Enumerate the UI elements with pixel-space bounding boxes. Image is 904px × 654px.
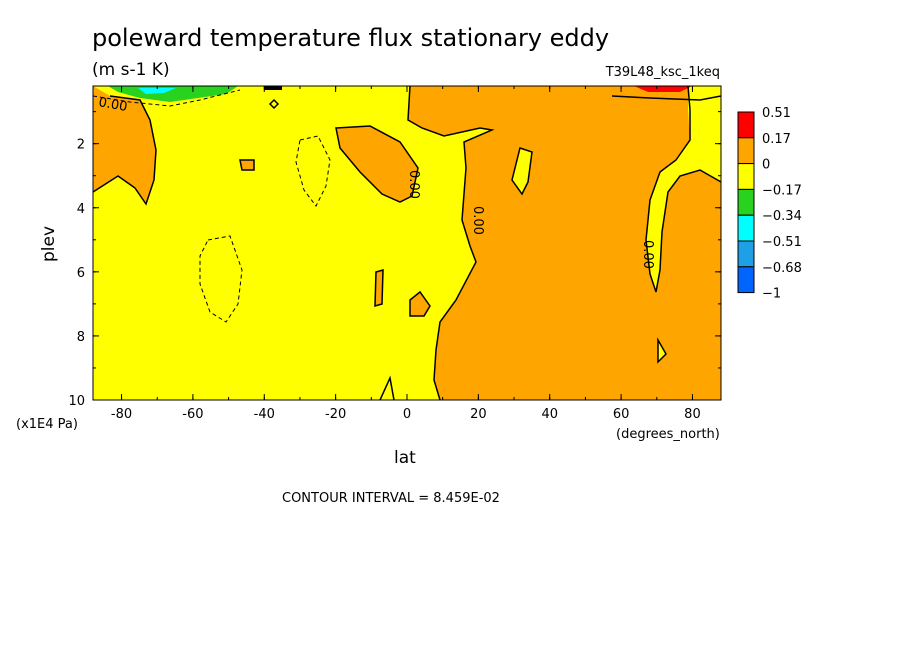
dashed-contour-top xyxy=(93,89,241,107)
x-tick-label: 80 xyxy=(684,407,701,422)
y-axis: 2 4 6 8 10 xyxy=(68,111,721,409)
zero-contour-small-b xyxy=(657,337,667,364)
legend-swatch xyxy=(737,240,755,268)
x-tick-label: 0 xyxy=(403,407,411,422)
zero-contour-left xyxy=(93,95,157,206)
x-tick-label: 40 xyxy=(541,407,558,422)
zero-contour-top-right xyxy=(611,95,721,101)
legend-swatch xyxy=(737,163,755,190)
legend-label: −0.68 xyxy=(762,261,802,276)
y-tick-label: 6 xyxy=(77,266,85,281)
fill-island-a xyxy=(336,126,418,202)
y-tick-label: 10 xyxy=(68,394,85,409)
y-units-label: (x1E4 Pa) xyxy=(16,417,78,432)
fill-yellow-small-b xyxy=(658,340,666,362)
fill-positive-red xyxy=(634,86,692,92)
legend-swatch xyxy=(737,214,755,242)
legend-label: 0 xyxy=(762,158,770,173)
color-legend: 0.51 0.17 0 −0.17 −0.34 −0.51 −0.68 −1 xyxy=(737,106,802,302)
fill-negative-green xyxy=(108,86,238,102)
legend-swatch xyxy=(737,111,755,139)
contour-field xyxy=(93,86,721,400)
legend-label: −0.17 xyxy=(762,183,802,198)
legend-swatch xyxy=(737,266,755,294)
fill-island-c xyxy=(375,270,383,306)
x-tick-label: -20 xyxy=(325,407,346,422)
x-tick-label: 60 xyxy=(613,407,630,422)
zero-contour-island-c xyxy=(374,268,384,308)
experiment-label: T39L48_ksc_1keq xyxy=(605,65,720,80)
zero-contour-island-a xyxy=(335,125,419,203)
contour-label: 0.00 xyxy=(406,170,421,199)
y-axis-label: plev xyxy=(39,226,59,262)
x-tick-label: -40 xyxy=(254,407,275,422)
x-tick-label: -60 xyxy=(182,407,203,422)
zero-contour-right xyxy=(645,86,721,293)
x-tick-label: -80 xyxy=(111,407,132,422)
legend-label: −1 xyxy=(762,287,781,302)
legend-label: 0.17 xyxy=(762,132,791,147)
fill-island-b xyxy=(240,160,254,170)
zero-contour-speck xyxy=(268,98,280,110)
legend-swatch xyxy=(737,188,755,216)
chart-units: (m s-1 K) xyxy=(92,60,170,80)
zero-contour-small-a xyxy=(511,147,533,196)
contour-labels: 0.00 0.00 0.00 0.00 xyxy=(97,95,655,269)
x-axis-label: lat xyxy=(394,448,416,468)
fill-dark-speck xyxy=(264,86,282,90)
contour-label: 0.00 xyxy=(97,95,128,115)
legend-label: 0.51 xyxy=(762,106,791,121)
fill-yellow-right xyxy=(646,86,721,292)
contour-label: 0.00 xyxy=(470,206,485,235)
y-tick-label: 2 xyxy=(77,138,85,153)
zero-contour-island-d xyxy=(409,290,431,317)
chart-title: poleward temperature flux stationary edd… xyxy=(92,24,609,52)
y-tick-label: 4 xyxy=(77,202,85,217)
x-axis: -80 -60 -40 -20 0 20 40 60 80 xyxy=(111,86,701,422)
legend-label: −0.51 xyxy=(762,235,802,250)
x-tick-label: 20 xyxy=(470,407,487,422)
zero-contour-island-b xyxy=(239,159,255,171)
contour-interval-note: CONTOUR INTERVAL = 8.459E-02 xyxy=(282,491,500,506)
contour-label: 0.00 xyxy=(640,240,655,269)
zero-contour-main xyxy=(407,86,495,400)
zero-contour-bottom xyxy=(379,375,395,400)
legend-label: −0.34 xyxy=(762,209,802,224)
y-tick-label: 8 xyxy=(77,330,85,345)
legend-swatch xyxy=(737,137,755,165)
dashed-contour-b xyxy=(199,235,243,323)
fill-island-d xyxy=(410,292,430,316)
x-units-label: (degrees_north) xyxy=(616,427,720,442)
dashed-contour-a xyxy=(295,135,331,207)
fill-negative-cyan xyxy=(138,88,176,94)
